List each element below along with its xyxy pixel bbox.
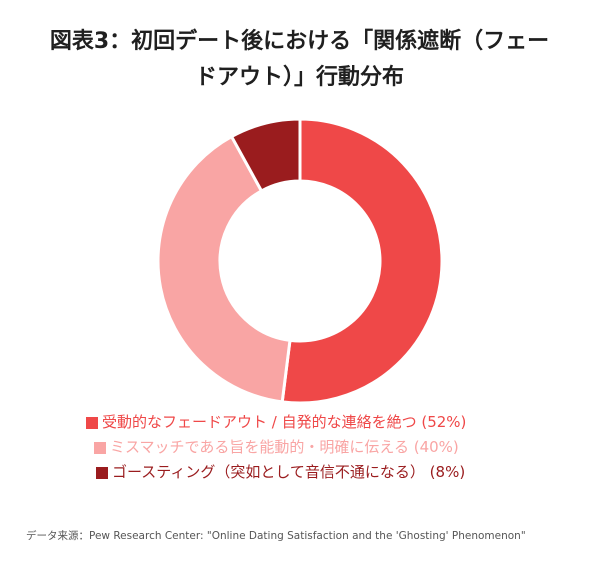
data-source: データ来源：Pew Research Center: "Online Datin… — [26, 530, 526, 542]
slice-explicit-notice — [156, 135, 292, 404]
legend-item-passive-fadeout: 受動的なフェードアウト / 自発的な連絡を絶つ (52%) — [86, 410, 546, 435]
legend-swatch-passive-fadeout — [86, 416, 98, 429]
legend-item-ghosting: ゴースティング（突如として音信不通になる） (8%) — [86, 460, 546, 485]
legend-label-passive-fadeout: 受動的なフェードアウト / 自発的な連絡を絶つ (52%) — [102, 413, 467, 431]
legend-label-ghosting: ゴースティング（突如として音信不通になる） (8%) — [112, 463, 466, 481]
chart-title-line-1: 図表3：初回デート後における「関係遮断（フェー — [49, 29, 550, 54]
legend-swatch-ghosting — [96, 466, 108, 479]
chart-title: 図表3：初回デート後における「関係遮断（フェー ドアウト）」行動分布 — [20, 24, 579, 96]
slice-passive-fadeout — [280, 117, 444, 405]
chart-title-line-2: ドアウト）」行動分布 — [194, 65, 404, 90]
legend: 受動的なフェードアウト / 自発的な連絡を絶つ (52%) ミスマッチである旨を… — [86, 410, 546, 485]
legend-item-explicit-notice: ミスマッチである旨を能動的・明確に伝える (40%) — [86, 435, 546, 460]
slice-ghosting — [230, 117, 302, 193]
donut-chart — [156, 117, 444, 405]
legend-swatch-explicit-notice — [94, 441, 106, 454]
legend-label-explicit-notice: ミスマッチである旨を能動的・明確に伝える (40%) — [110, 438, 459, 456]
